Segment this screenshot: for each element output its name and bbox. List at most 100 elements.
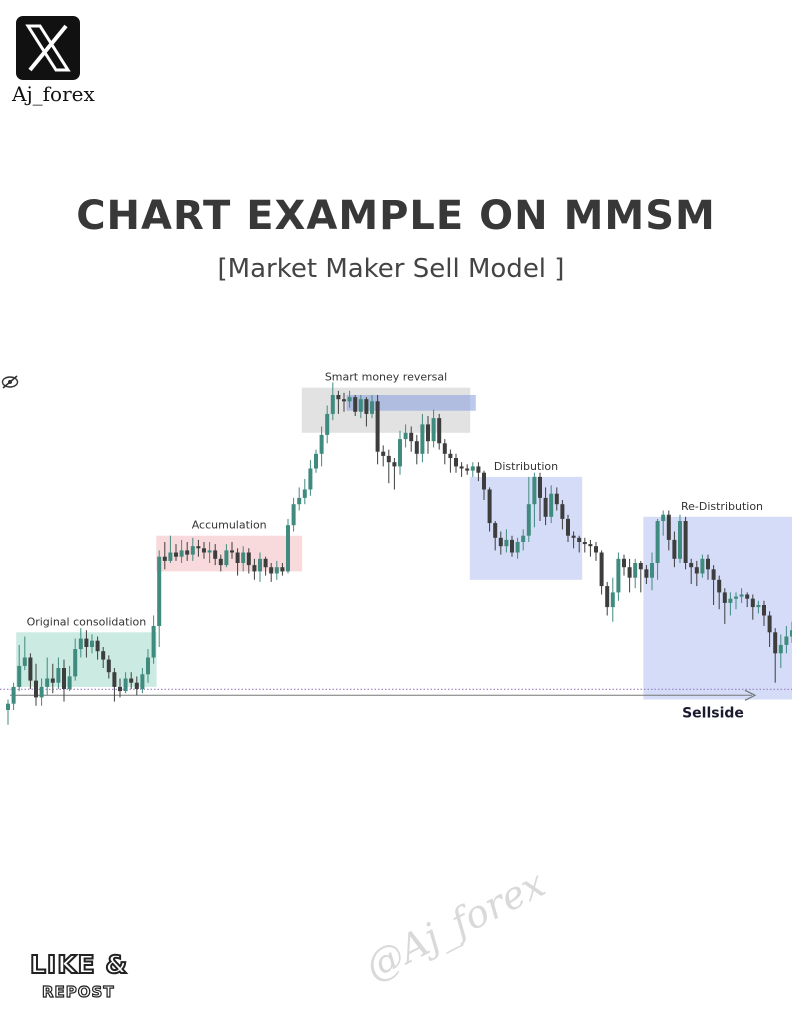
candle (700, 554, 705, 578)
eye-slash-icon (1, 375, 19, 389)
candle (549, 485, 554, 524)
candle (230, 542, 234, 559)
candle (610, 577, 615, 622)
candle (756, 600, 761, 614)
zone-box (156, 535, 303, 572)
candle (370, 395, 374, 419)
candle (403, 424, 408, 448)
candle (638, 560, 643, 593)
candle (11, 682, 16, 710)
candle (420, 413, 425, 463)
candle (162, 542, 167, 570)
candle (118, 678, 122, 698)
candle (644, 565, 649, 584)
candle (778, 634, 783, 668)
candle (773, 628, 778, 683)
brand-handle: Aj_forex (12, 82, 95, 106)
candle (722, 588, 727, 624)
candle (291, 497, 296, 532)
candle (185, 542, 190, 561)
candle (538, 472, 542, 521)
candle (45, 657, 50, 696)
candle (134, 676, 139, 696)
candle (616, 552, 621, 601)
candle (280, 563, 285, 576)
candle (560, 500, 565, 530)
candle (381, 445, 386, 467)
zone-box (643, 516, 792, 700)
candle (73, 638, 78, 681)
candle (34, 663, 38, 706)
candle (286, 518, 290, 574)
candle (661, 510, 666, 536)
repost-label: REPOST (41, 982, 115, 1001)
candle (790, 621, 792, 643)
candle (694, 560, 699, 587)
candle (784, 626, 789, 654)
candle (90, 634, 94, 654)
candle (106, 655, 111, 679)
candle (454, 453, 458, 473)
like-label: LIKE & (29, 949, 129, 980)
candle (571, 531, 576, 549)
candle (246, 548, 251, 574)
candle (409, 426, 414, 452)
candle (655, 518, 660, 580)
watermark: @Aj_forex (358, 861, 552, 989)
candle (140, 668, 145, 694)
candle (202, 542, 206, 559)
candle (302, 479, 307, 505)
candle (650, 552, 654, 591)
candle (179, 539, 184, 563)
candle (448, 449, 453, 473)
candle (666, 510, 671, 551)
candle (123, 672, 128, 694)
zone-label: Accumulation (192, 519, 267, 532)
candle (476, 462, 481, 482)
sellside-arrow-head (744, 689, 757, 701)
candle (728, 592, 733, 616)
candle (526, 476, 531, 542)
candle (151, 615, 156, 664)
candle (431, 409, 436, 448)
candle (252, 558, 257, 580)
candle (235, 548, 240, 576)
candle (297, 487, 302, 511)
candle (241, 546, 246, 572)
candle (633, 558, 638, 589)
candle (67, 665, 72, 692)
candle (62, 659, 66, 702)
candle (577, 535, 582, 553)
candle (493, 521, 498, 551)
candle (353, 395, 358, 416)
zone-label: Re-Distribution (681, 500, 763, 513)
candle (504, 529, 509, 553)
candle (398, 430, 402, 475)
candle (336, 390, 341, 414)
candle (330, 382, 335, 421)
zone-box (469, 476, 583, 580)
candle (498, 531, 503, 555)
candle (28, 653, 33, 689)
candle (437, 413, 442, 450)
candle (717, 575, 722, 610)
candle (196, 539, 201, 557)
candle (510, 535, 514, 557)
candle (146, 649, 150, 683)
page-subtitle: [Market Maker Sell Model ] (217, 254, 565, 284)
sellside-label: Sellside (682, 705, 744, 721)
candle (426, 416, 430, 454)
candle (129, 672, 134, 689)
zone-label: Smart money reversal (325, 371, 447, 384)
candle (84, 630, 89, 658)
candle (78, 628, 83, 658)
candle (386, 449, 391, 484)
candle (521, 529, 526, 551)
candle (56, 657, 61, 689)
candle (358, 395, 363, 419)
candle (224, 544, 229, 568)
candle (689, 558, 694, 584)
candle (157, 550, 162, 647)
zone-label: Original consolidation (27, 615, 147, 628)
candle (487, 487, 492, 532)
